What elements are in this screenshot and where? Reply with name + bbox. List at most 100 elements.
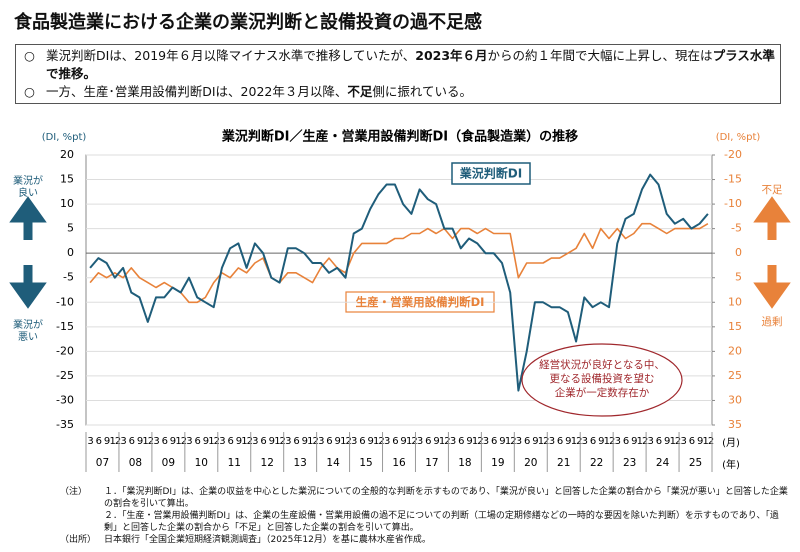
y-tick-label: 20 — [60, 148, 74, 161]
x-tick-label: 3 — [318, 436, 324, 447]
note-text: １．「業況判断DI」は、企業の収益を中心とした業況についての全般的な判断を示すも… — [104, 487, 788, 509]
x-tick-label: 3 — [87, 436, 93, 447]
x-tick-label: 12 — [307, 436, 318, 447]
x-tick-label: 6 — [129, 436, 135, 447]
x-tick-label: 6 — [260, 436, 266, 447]
y2-tick-label: 15 — [728, 320, 742, 333]
bullet-marker: ○ — [24, 48, 35, 63]
x-tick-label: 12 — [703, 436, 714, 447]
x-tick-label: 12 — [340, 436, 351, 447]
x-tick-label: 12 — [439, 436, 450, 447]
year-label: 10 — [195, 457, 208, 469]
x-year-unit: (年) — [722, 458, 740, 471]
series-line — [89, 222, 709, 304]
x-tick-label: 3 — [351, 436, 357, 447]
x-tick-label: 9 — [499, 436, 505, 447]
x-tick-label: 3 — [615, 436, 621, 447]
x-tick-label: 9 — [697, 436, 703, 447]
x-tick-label: 6 — [162, 436, 168, 447]
x-tick-label: 6 — [227, 436, 233, 447]
text-segment: 2023年６月 — [415, 48, 488, 63]
down-arrow — [9, 265, 47, 309]
x-tick-label: 3 — [582, 436, 588, 447]
notes: （注） １．「業況判断DI」は、企業の収益を中心とした業況についての全般的な判断を… — [60, 486, 790, 546]
x-tick-label: 9 — [664, 436, 670, 447]
x-tick-label: 9 — [269, 436, 275, 447]
x-tick-label: 9 — [598, 436, 604, 447]
x-tick-label: 9 — [433, 436, 439, 447]
y2-tick-label: 10 — [728, 295, 742, 308]
y-tick-label: -20 — [56, 344, 74, 357]
x-tick-label: 6 — [392, 436, 398, 447]
year-label: 13 — [293, 457, 306, 469]
year-label: 17 — [425, 457, 438, 469]
text-segment: 業況判断DIは、2019年６月以降マイナス水準で推移していたが、 — [46, 48, 416, 63]
x-tick-label: 6 — [96, 436, 102, 447]
x-tick-label: 9 — [466, 436, 472, 447]
year-label: 20 — [524, 457, 537, 469]
x-tick-label: 9 — [203, 436, 209, 447]
x-tick-label: 6 — [689, 436, 695, 447]
year-label: 12 — [261, 457, 274, 469]
annotation: 更なる設備投資を望む — [550, 372, 655, 385]
x-tick-label: 3 — [285, 436, 291, 447]
y2-tick-label: 20 — [728, 344, 742, 357]
side-label: 不足 — [762, 184, 783, 196]
x-tick-label: 12 — [472, 436, 483, 447]
y2-tick-label: -20 — [724, 148, 742, 161]
annotation: 経営状況が良好となる中、 — [539, 358, 665, 371]
y-tick-label: 5 — [67, 222, 74, 235]
source: （出所） 日本銀行「全国企業短期経済観測調査」（2025年12月）を基に農林水産省… — [60, 534, 790, 546]
x-tick-label: 3 — [153, 436, 159, 447]
chart-title: 業況判断DI／生産・営業用設備判断DI（食品製造業）の推移 — [221, 129, 578, 145]
y2-tick-label: -15 — [724, 173, 742, 186]
up-arrow — [9, 196, 47, 240]
x-tick-label: 3 — [384, 436, 390, 447]
x-tick-label: 3 — [252, 436, 258, 447]
x-tick-label: 6 — [656, 436, 662, 447]
x-tick-label: 9 — [104, 436, 110, 447]
x-tick-label: 9 — [367, 436, 373, 447]
year-label: 16 — [392, 457, 406, 469]
x-tick-label: 6 — [458, 436, 464, 447]
y2-tick-label: 35 — [728, 418, 742, 431]
x-tick-label: 3 — [186, 436, 192, 447]
x-tick-label: 3 — [483, 436, 489, 447]
y-axis-unit: (DI, %pt) — [42, 132, 87, 143]
x-tick-label: 6 — [425, 436, 431, 447]
bullet: ○ 一方、生産･営業用設備判断DIは、2022年３月以降、不足側に振れている。 — [16, 83, 780, 101]
x-tick-label: 12 — [208, 436, 219, 447]
note-label: （注） — [60, 487, 88, 497]
y-tick-label: -35 — [56, 418, 74, 431]
year-label: 19 — [491, 457, 504, 469]
text-segment: からの約１年間で大幅に上昇し、現在は — [487, 48, 713, 63]
x-tick-label: 3 — [120, 436, 126, 447]
side-label: 過剰 — [762, 316, 783, 328]
y-tick-label: 10 — [60, 197, 74, 210]
x-tick-label: 12 — [373, 436, 384, 447]
x-tick-label: 12 — [109, 436, 120, 447]
text-segment: 側に振れている。 — [372, 84, 473, 99]
x-tick-label: 12 — [274, 436, 285, 447]
chart: 業況判断DI／生産・営業用設備判断DI（食品製造業）の推移 (DI, %pt) (D… — [9, 129, 791, 472]
x-tick-label: 9 — [170, 436, 176, 447]
x-tick-label: 9 — [400, 436, 406, 447]
year-label: 24 — [656, 457, 670, 469]
y-tick-label: -25 — [56, 369, 74, 382]
y2-tick-label: 30 — [728, 393, 742, 406]
x-tick-label: 3 — [648, 436, 654, 447]
x-tick-label: 6 — [293, 436, 299, 447]
x-tick-label: 3 — [516, 436, 522, 447]
side-label: 業況が — [13, 174, 43, 187]
year-label: 21 — [557, 457, 570, 469]
x-tick-label: 12 — [142, 436, 153, 447]
year-label: 25 — [689, 457, 702, 469]
x-tick-label: 3 — [219, 436, 225, 447]
y2-tick-label: 25 — [728, 369, 742, 382]
x-tick-label: 12 — [406, 436, 417, 447]
x-tick-label: 3 — [680, 436, 686, 447]
y-tick-label: -5 — [63, 271, 74, 284]
note: （注） １．「業況判断DI」は、企業の収益を中心とした業況についての全般的な判断を… — [60, 486, 790, 510]
up-arrow — [753, 196, 791, 240]
